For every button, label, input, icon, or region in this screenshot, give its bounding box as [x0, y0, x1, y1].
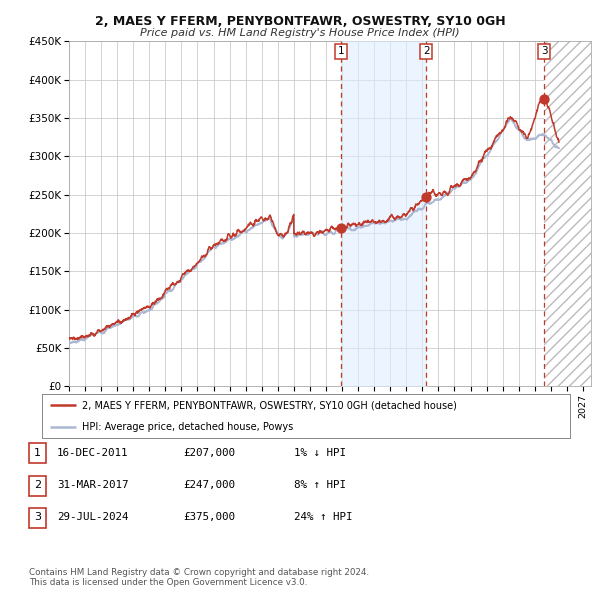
- Text: 2: 2: [423, 47, 430, 57]
- Text: 1% ↓ HPI: 1% ↓ HPI: [294, 448, 346, 457]
- Point: [539, 94, 549, 104]
- Text: 3: 3: [34, 513, 41, 522]
- Text: £247,000: £247,000: [183, 480, 235, 490]
- Text: 29-JUL-2024: 29-JUL-2024: [57, 513, 128, 522]
- Text: £375,000: £375,000: [183, 513, 235, 522]
- Text: 1: 1: [34, 448, 41, 457]
- Text: 2, MAES Y FFERM, PENYBONTFAWR, OSWESTRY, SY10 0GH: 2, MAES Y FFERM, PENYBONTFAWR, OSWESTRY,…: [95, 15, 505, 28]
- Text: 3: 3: [541, 47, 547, 57]
- Text: 2, MAES Y FFERM, PENYBONTFAWR, OSWESTRY, SY10 0GH (detached house): 2, MAES Y FFERM, PENYBONTFAWR, OSWESTRY,…: [82, 401, 457, 411]
- Text: £207,000: £207,000: [183, 448, 235, 457]
- Text: HPI: Average price, detached house, Powys: HPI: Average price, detached house, Powy…: [82, 422, 293, 432]
- Point: [337, 223, 346, 232]
- Text: 31-MAR-2017: 31-MAR-2017: [57, 480, 128, 490]
- Text: 8% ↑ HPI: 8% ↑ HPI: [294, 480, 346, 490]
- Text: Contains HM Land Registry data © Crown copyright and database right 2024.
This d: Contains HM Land Registry data © Crown c…: [29, 568, 369, 587]
- Text: Price paid vs. HM Land Registry's House Price Index (HPI): Price paid vs. HM Land Registry's House …: [140, 28, 460, 38]
- Text: 2: 2: [34, 480, 41, 490]
- Text: 24% ↑ HPI: 24% ↑ HPI: [294, 513, 353, 522]
- Text: 16-DEC-2011: 16-DEC-2011: [57, 448, 128, 457]
- Text: 1: 1: [338, 47, 345, 57]
- Point: [422, 192, 431, 202]
